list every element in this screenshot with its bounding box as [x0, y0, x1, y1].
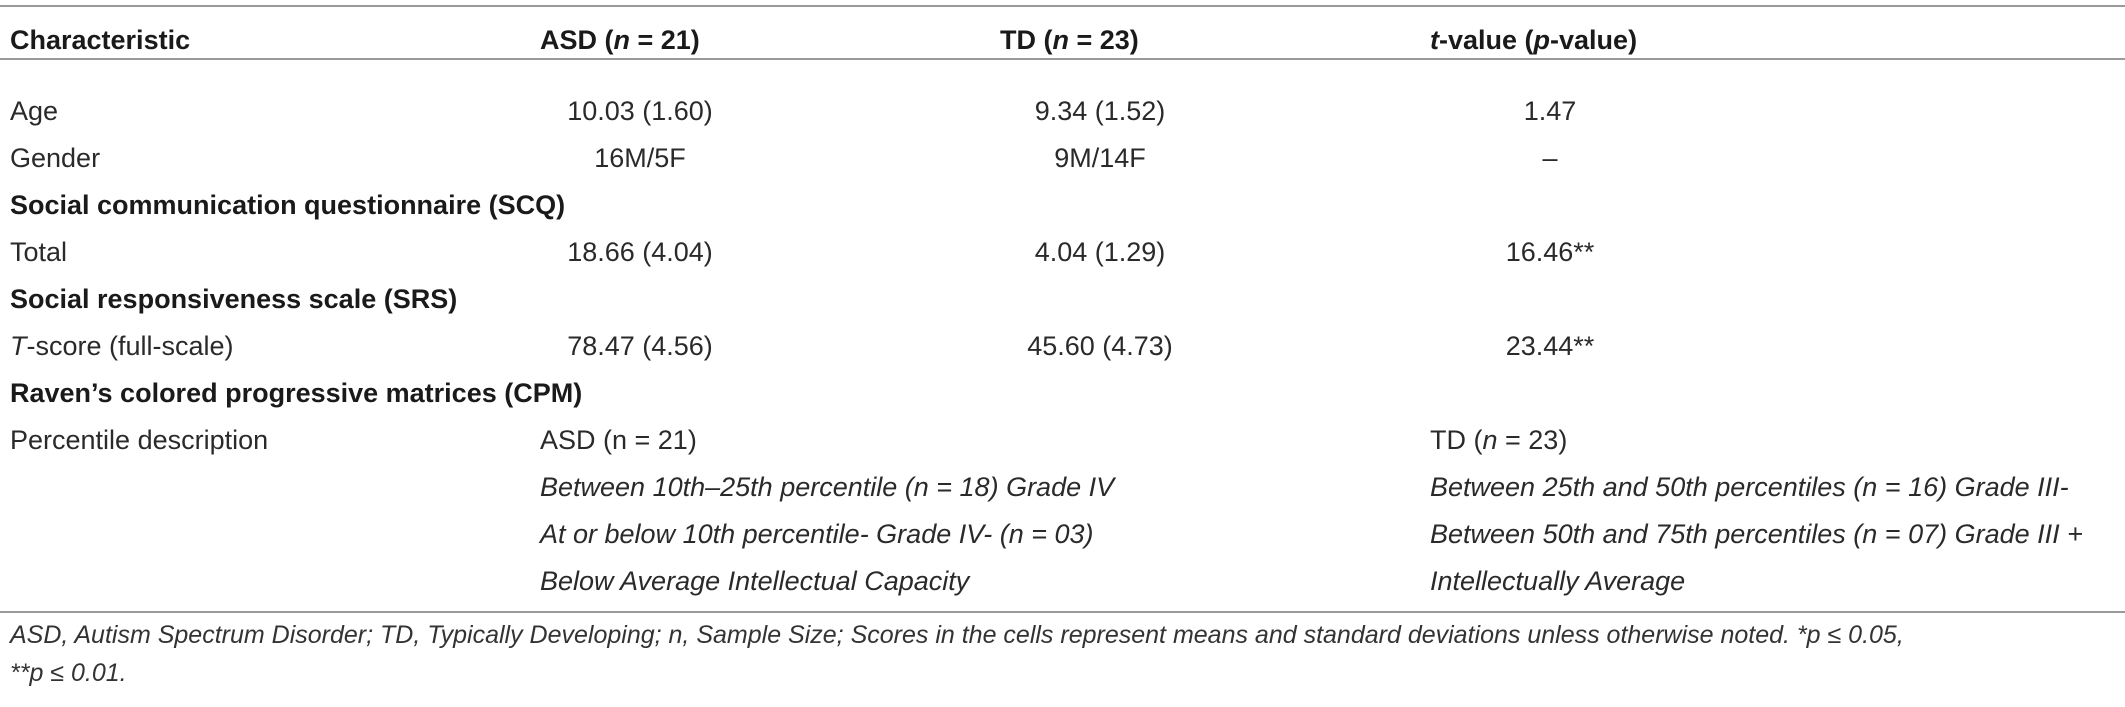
row-tscore-td: 45.60 (4.73): [1027, 331, 1173, 361]
td-percentile-line: Between 25th and 50th percentiles (n = 1…: [1430, 472, 2069, 502]
header-bottom-rule: [0, 58, 2125, 60]
row-gender-label: Gender: [10, 143, 101, 173]
row-tscore-label-t: T: [10, 331, 27, 361]
row-total-td: 4.04 (1.29): [1034, 237, 1166, 267]
row-age-label: Age: [10, 96, 59, 126]
td-head-n: n: [1482, 425, 1498, 455]
section-srs: Social responsiveness scale (SRS): [0, 276, 2125, 323]
header-t-value: t-value (p-value): [1430, 17, 2125, 64]
section-cpm: Raven’s colored progressive matrices (CP…: [0, 370, 2125, 417]
asd-percentile-line: At or below 10th percentile- Grade IV- (…: [540, 519, 1094, 549]
row-tscore-t: 23.44**: [1505, 331, 1595, 361]
row-gender-td: 9M/14F: [1054, 143, 1146, 173]
row-total-asd: 18.66 (4.04): [567, 237, 713, 267]
section-srs-title: Social responsiveness scale (SRS): [10, 284, 458, 314]
header-t-end: -value): [1550, 25, 1638, 55]
header-t-p: p: [1533, 25, 1551, 55]
row-total-label: Total: [10, 237, 68, 267]
td-head-a: TD (: [1430, 425, 1483, 455]
table-row-total: Total 18.66 (4.04) 4.04 (1.29) 16.46**: [0, 229, 2125, 276]
table-row-age: Age 10.03 (1.60) 9.34 (1.52) 1.47: [0, 88, 2125, 135]
row-age-td: 9.34 (1.52): [1034, 96, 1166, 126]
asd-percentile-line: Between 10th–25th percentile (n = 18) Gr…: [540, 472, 1115, 502]
header-asd-n: n: [613, 25, 631, 55]
table-row-percentile-line2: At or below 10th percentile- Grade IV- (…: [0, 511, 2125, 558]
footnote-line-2: **p ≤ 0.01.: [10, 659, 127, 687]
row-age-t: 1.47: [1523, 96, 1577, 126]
row-gender-t: –: [1542, 143, 1558, 173]
header-asd: ASD (n = 21): [540, 17, 1130, 64]
header-characteristic: Characteristic: [10, 25, 191, 55]
table-row-gender: Gender 16M/5F 9M/14F –: [0, 135, 2125, 182]
header-t-mid: -value (: [1439, 25, 1534, 55]
footnote-line-1: ASD, Autism Spectrum Disorder; TD, Typic…: [10, 621, 1904, 649]
header-td-b: = 23): [1068, 25, 1139, 55]
section-scq-title: Social communication questionnaire (SCQ): [10, 190, 566, 220]
header-t-t: t: [1430, 25, 1439, 55]
row-tscore-label: T-score (full-scale): [10, 323, 234, 370]
section-scq: Social communication questionnaire (SCQ): [0, 182, 2125, 229]
td-head-b: = 23): [1497, 425, 1568, 455]
table-bottom-rule: [0, 611, 2125, 613]
td-percentile-line: Intellectually Average: [1430, 566, 1686, 596]
table-row-tscore: T-score (full-scale) 78.47 (4.56) 45.60 …: [0, 323, 2125, 370]
section-cpm-title: Raven’s colored progressive matrices (CP…: [10, 378, 583, 408]
row-percentile-asd-head: ASD (n = 21): [540, 425, 697, 455]
header-td-a: TD (: [1000, 25, 1053, 55]
table-top-rule: [0, 5, 2125, 7]
row-percentile-td-head: TD (n = 23): [1430, 417, 2125, 464]
row-tscore-label-rest: -score (full-scale): [26, 331, 234, 361]
row-gender-asd: 16M/5F: [594, 143, 686, 173]
table-header-row: Characteristic ASD (n = 21) TD (n = 23) …: [0, 17, 2125, 64]
header-asd-b: = 21): [630, 25, 700, 55]
header-td: TD (n = 23): [1000, 17, 1300, 64]
header-td-n: n: [1052, 25, 1069, 55]
table-row-percentile-line1: Between 10th–25th percentile (n = 18) Gr…: [0, 464, 2125, 511]
row-total-t: 16.46**: [1505, 237, 1595, 267]
table-footnote: ASD, Autism Spectrum Disorder; TD, Typic…: [10, 616, 2120, 692]
header-asd-a: ASD (: [540, 25, 614, 55]
table-row-percentile: Percentile description ASD (n = 21) TD (…: [0, 417, 2125, 464]
row-age-asd: 10.03 (1.60): [567, 96, 713, 126]
table-row-percentile-line3: Below Average Intellectual Capacity Inte…: [0, 558, 2125, 605]
td-percentile-line: Between 50th and 75th percentiles (n = 0…: [1430, 519, 2083, 549]
row-percentile-label: Percentile description: [10, 425, 269, 455]
row-tscore-asd: 78.47 (4.56): [567, 331, 713, 361]
asd-percentile-line: Below Average Intellectual Capacity: [540, 566, 970, 596]
